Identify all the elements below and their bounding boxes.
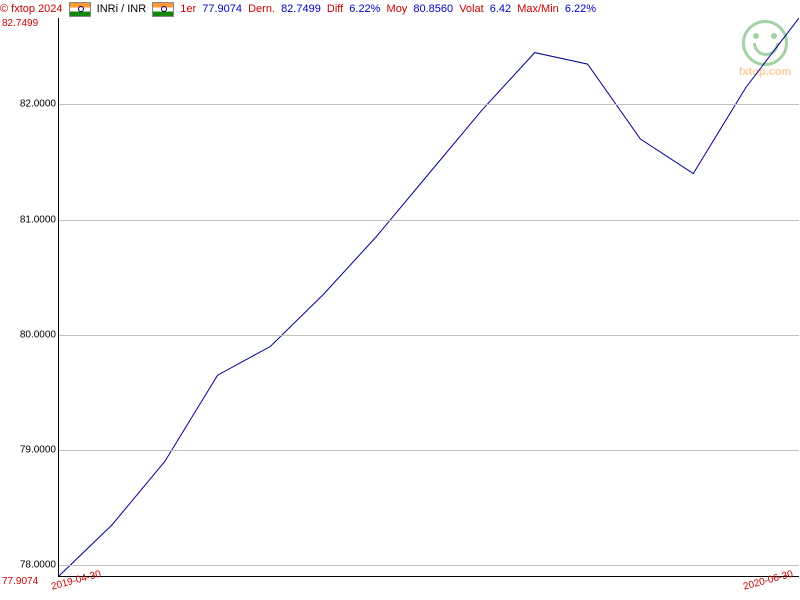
y-tick-label: 78.0000: [20, 560, 56, 571]
volat-label: Volat: [459, 3, 483, 15]
chart-svg: [59, 18, 799, 576]
moy-label: Moy: [387, 3, 408, 15]
y-tick-label: 81.0000: [20, 214, 56, 225]
chart-header: © fxtop 2024 INRi / INR 1er 77.9074 Dern…: [0, 2, 800, 17]
moy-value: 80.8560: [413, 3, 453, 15]
last-label: Dern.: [248, 3, 275, 15]
gridline: [59, 335, 799, 336]
gridline: [59, 565, 799, 566]
y-tick-label: 82.0000: [20, 99, 56, 110]
y-tick-label: 79.0000: [20, 445, 56, 456]
diff-value: 6.22%: [349, 3, 380, 15]
copyright-text: © fxtop 2024: [0, 3, 63, 15]
flag-icon-right: [152, 2, 174, 17]
gridline: [59, 104, 799, 105]
volat-value: 6.42: [490, 3, 511, 15]
flag-icon-left: [69, 2, 91, 17]
y-min-corner-label: 77.9074: [2, 576, 38, 587]
first-value: 77.9074: [202, 3, 242, 15]
first-label: 1er: [180, 3, 196, 15]
price-line: [59, 18, 799, 576]
currency-pair: INRi / INR: [97, 3, 147, 15]
y-max-corner-label: 82.7499: [2, 18, 38, 29]
diff-label: Diff: [327, 3, 343, 15]
gridline: [59, 220, 799, 221]
maxmin-value: 6.22%: [565, 3, 596, 15]
gridline: [59, 450, 799, 451]
maxmin-label: Max/Min: [517, 3, 559, 15]
chart-plot-area: [58, 18, 799, 577]
last-value: 82.7499: [281, 3, 321, 15]
y-tick-label: 80.0000: [20, 329, 56, 340]
